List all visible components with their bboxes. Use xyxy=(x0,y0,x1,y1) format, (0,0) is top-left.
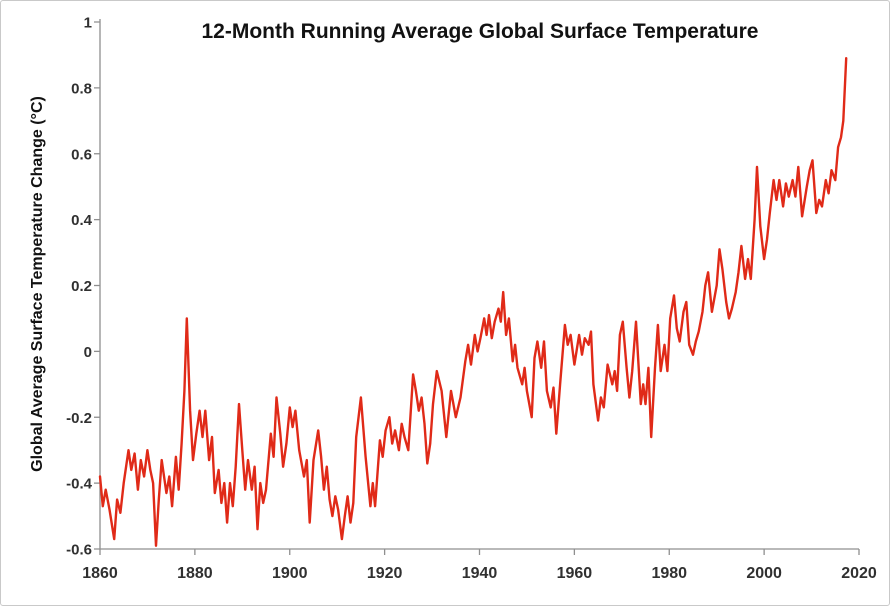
x-tick-label: 1920 xyxy=(367,565,403,582)
y-tick-label: 1 xyxy=(84,15,92,32)
x-tick-label: 1860 xyxy=(82,565,118,582)
x-tick-label: 1960 xyxy=(557,565,593,582)
y-tick-label: 0.8 xyxy=(71,80,92,97)
x-tick-label: 2000 xyxy=(746,565,782,582)
y-tick-label: -0.4 xyxy=(66,476,93,493)
y-tick-label: -0.2 xyxy=(66,410,92,427)
x-tick-label: 1980 xyxy=(651,565,687,582)
y-tick-label: 0 xyxy=(84,344,92,361)
x-tick-label: 1940 xyxy=(462,565,498,582)
temperature-line xyxy=(98,57,848,547)
y-tick-label: -0.6 xyxy=(66,542,92,559)
x-tick-label: 1880 xyxy=(177,565,213,582)
y-tick-label: 0.2 xyxy=(71,278,92,295)
chart-title: 12-Month Running Average Global Surface … xyxy=(201,20,759,43)
y-tick-label: 0.6 xyxy=(71,146,92,163)
x-tick-label: 1900 xyxy=(272,565,308,582)
x-tick-label: 2020 xyxy=(841,565,877,582)
y-tick-label: 0.4 xyxy=(71,212,93,229)
